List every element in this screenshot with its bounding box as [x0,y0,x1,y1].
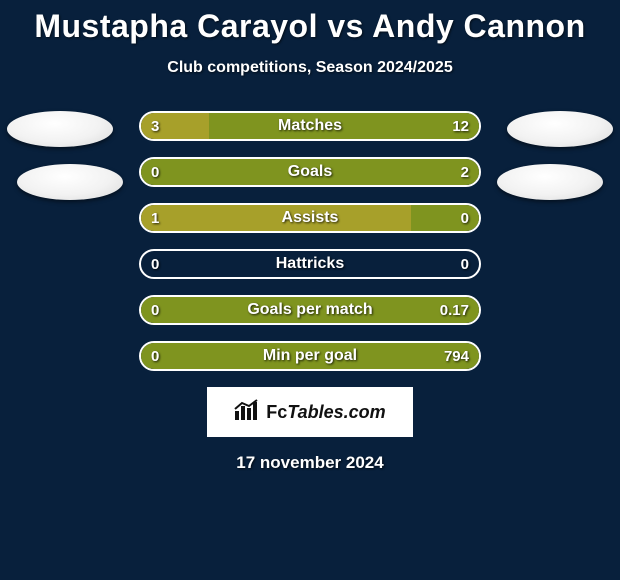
bar-value-left: 0 [151,251,159,277]
bar-fill-right [209,113,479,139]
player-right-badge-top [507,111,613,147]
player-left-badge-bottom [17,164,123,200]
bar-row: 312Matches [139,111,481,141]
bar-label: Hattricks [141,251,479,277]
subtitle: Club competitions, Season 2024/2025 [0,59,620,77]
bar-fill-right [411,205,479,231]
bar-row: 0794Min per goal [139,341,481,371]
bar-fill-left [141,205,411,231]
date-label: 17 november 2024 [0,453,620,473]
bar-row: 00.17Goals per match [139,295,481,325]
page-title: Mustapha Carayol vs Andy Cannon [0,0,620,45]
bar-container: 312Matches 02Goals 10Assists 0 0Hattricks 00.… [139,111,481,371]
bar-fill-right [141,343,479,369]
comparison-chart: 312Matches 02Goals 10Assists 0 0Hattricks 00.… [0,111,620,371]
bar-row: 02Goals [139,157,481,187]
brand-text: FcTables.com [266,402,385,423]
player-left-badge-top [7,111,113,147]
bar-fill-right [141,159,479,185]
brand-logo: FcTables.com [207,387,413,437]
player-right-badge-bottom [497,164,603,200]
bar-fill-left [141,113,209,139]
bar-value-right: 0 [461,251,469,277]
chart-icon [234,399,260,426]
bar-fill-right [141,297,479,323]
bar-row: 0 0Hattricks [139,249,481,279]
bar-row: 10Assists [139,203,481,233]
